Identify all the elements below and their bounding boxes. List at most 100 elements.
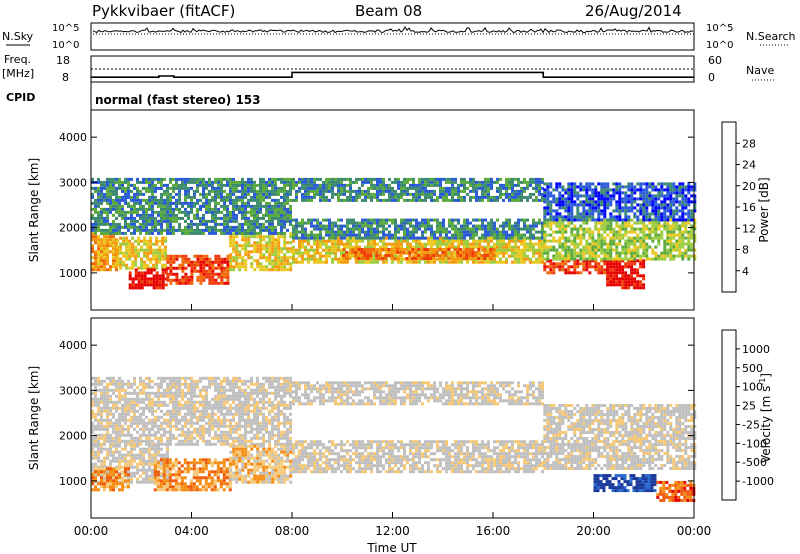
heatmap-cell [645,203,649,207]
heatmap-cell [127,204,130,208]
heatmap-cell [199,263,203,267]
heatmap-cell [349,186,352,190]
heatmap-cell [693,224,697,228]
heatmap-cell [469,198,472,202]
heatmap-cell [100,247,103,251]
heatmap-cell [131,277,135,281]
heatmap-cell [567,185,571,189]
heatmap-cell [208,210,211,214]
heatmap-cell [115,400,118,404]
heatmap-cell [621,248,625,252]
heatmap-cell [505,233,508,237]
heatmap-cell [573,242,577,246]
heatmap-cell [445,180,448,184]
heatmap-cell [106,219,109,223]
heatmap-cell [331,242,334,246]
heatmap-cell [433,218,436,222]
heatmap-cell [112,376,115,380]
heatmap-cell [639,197,643,201]
heatmap-cell [298,186,301,190]
heatmap-cell [373,254,376,258]
heatmap-cell [532,254,535,258]
heatmap-cell [146,242,150,246]
heatmap-cell [352,245,355,249]
heatmap-cell [454,251,457,255]
heatmap-cell [663,248,667,252]
heatmap-cell [394,192,397,196]
heatmap-cell [202,177,205,181]
heatmap-cell [229,186,232,190]
power-colorbar-label: Power [dB] [757,177,771,242]
heatmap-cell [538,248,541,252]
heatmap-cell [313,177,316,181]
heatmap-cell [588,194,592,198]
heatmap-cell [690,233,694,237]
heatmap-cell [250,219,253,223]
heatmap-cell [451,260,454,264]
heatmap-cell [286,207,289,211]
heatmap-cell [259,268,263,272]
heatmap-cell [202,263,206,267]
heatmap-cell [399,251,403,254]
heatmap-cell [364,260,367,264]
heatmap-cell [430,239,433,243]
heatmap-cell [136,180,139,184]
heatmap-cell [319,189,322,193]
heatmap-cell [155,280,159,284]
heatmap-cell [693,194,697,198]
heatmap-cell [636,239,640,243]
heatmap-cell [119,242,123,246]
heatmap-cell [666,227,670,231]
heatmap-cell [618,251,622,255]
heatmap-cell [181,278,185,282]
heatmap-cell [633,200,637,204]
heatmap-cell [582,268,586,272]
heatmap-cell [484,260,487,264]
heatmap-cell [408,254,412,257]
heatmap-cell [388,218,391,222]
heatmap-cell [340,218,343,222]
heatmap-cell [564,245,568,249]
heatmap-cell [606,182,610,186]
heatmap-cell [106,415,109,419]
heatmap-cell [124,186,127,190]
heatmap-cell [460,233,463,237]
heatmap-cell [289,219,292,223]
heatmap-cell [561,254,565,258]
heatmap-cell [430,224,433,228]
heatmap-cell [214,189,217,193]
heatmap-cell [591,206,595,210]
heatmap-cell [387,248,391,251]
heatmap-cell [418,260,421,264]
heatmap-cell [301,195,304,199]
heatmap-cell [244,195,247,199]
heatmap-cell [612,182,616,186]
heatmap-cell [475,230,478,234]
heatmap-cell [654,206,658,210]
heatmap-cell [247,222,250,226]
heatmap-cell [349,183,352,187]
heatmap-cell [97,238,100,242]
heatmap-cell [612,197,616,201]
heatmap-cell [91,421,94,425]
heatmap-cell [690,215,694,219]
heatmap-cell [289,186,292,190]
heatmap-cell [681,254,685,258]
heatmap-cell [361,230,364,234]
heatmap-cell [468,257,472,260]
heatmap-cell [408,257,412,260]
heatmap-cell [600,218,604,222]
heatmap-cell [361,239,364,243]
heatmap-cell [316,242,319,246]
heatmap-cell [660,206,664,210]
heatmap-cell [582,221,586,225]
heatmap-cell [496,189,499,193]
heatmap-cell [579,254,583,258]
heatmap-cell [217,266,221,270]
heatmap-cell [436,245,439,249]
heatmap-cell [226,210,229,214]
heatmap-cell [582,254,586,258]
heatmap-cell [265,225,268,229]
heatmap-cell [352,224,355,228]
heatmap-cell [364,221,367,225]
